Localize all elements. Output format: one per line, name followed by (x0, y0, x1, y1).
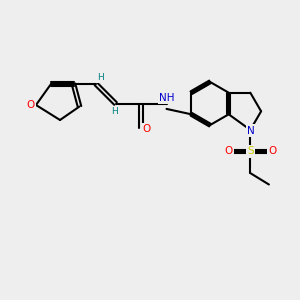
Text: O: O (142, 124, 151, 134)
Text: NH: NH (159, 93, 174, 103)
Text: S: S (247, 146, 253, 157)
Text: O: O (26, 100, 35, 110)
Text: N: N (247, 125, 255, 136)
Text: O: O (268, 146, 276, 157)
Text: H: H (97, 73, 104, 82)
Text: H: H (112, 106, 118, 116)
Text: O: O (224, 146, 232, 157)
